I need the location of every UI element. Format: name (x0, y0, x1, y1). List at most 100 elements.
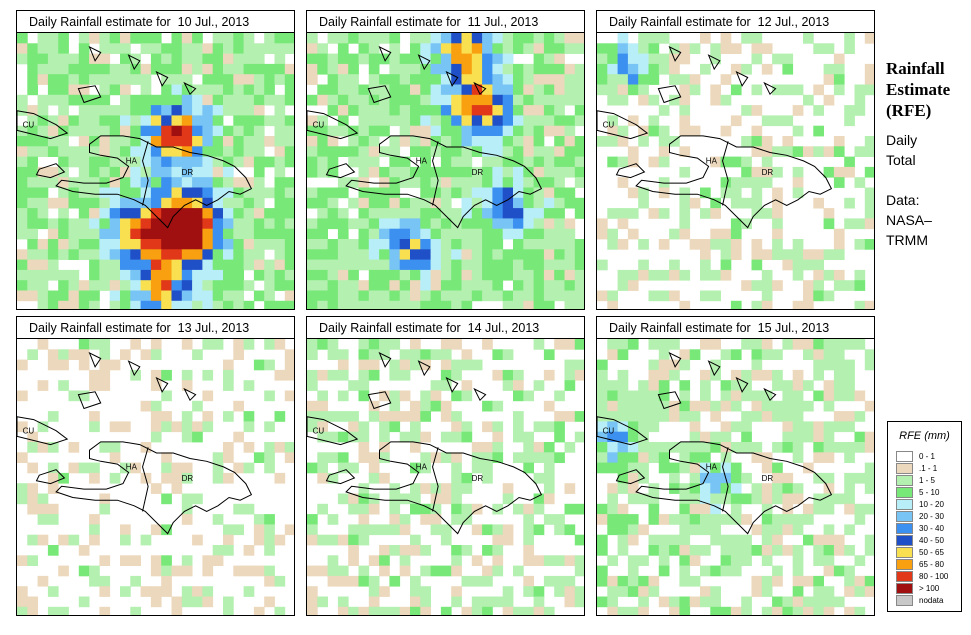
rainfall-cell (253, 228, 265, 240)
rainfall-cell (543, 146, 555, 157)
rainfall-cell (58, 187, 69, 199)
rainfall-cell (471, 136, 483, 147)
rainfall-cell (772, 493, 783, 505)
rainfall-cell (243, 74, 255, 85)
rainfall-cell (627, 63, 639, 75)
rainfall-cell (523, 177, 534, 188)
rainfall-cell (751, 33, 763, 44)
rainfall-cell (772, 197, 783, 209)
rainfall-cell (689, 514, 701, 525)
rainfall-cell (17, 187, 28, 199)
rainfall-cell (212, 63, 224, 75)
rainfall-cell (317, 187, 328, 199)
rainfall-cell (89, 300, 100, 309)
rainfall-cell (274, 74, 286, 85)
rainfall-cell (833, 359, 845, 371)
rainfall-cell (68, 74, 80, 85)
rainfall-cell (502, 177, 514, 188)
rainfall-cell (274, 339, 286, 350)
rainfall-cell (482, 197, 493, 209)
rainfall-cell (523, 94, 534, 106)
rainfall-cell (533, 421, 545, 433)
rainfall-cell (17, 390, 28, 402)
rainfall-cell (368, 300, 380, 309)
rainfall-cell (389, 136, 401, 147)
rainfall-cell (264, 280, 275, 291)
rainfall-cell (78, 43, 90, 54)
country-label-haiti: HA (126, 157, 138, 166)
rainfall-cell (813, 197, 824, 209)
rainfall-cell (140, 74, 152, 85)
rainfall-cell (451, 84, 462, 96)
rainfall-cell (471, 280, 483, 291)
rainfall-cell (410, 442, 421, 453)
rainfall-cell (844, 493, 855, 505)
rainfall-cell (78, 462, 90, 474)
rainfall-cell (274, 166, 286, 178)
rainfall-cell (150, 565, 162, 577)
rainfall-cell (543, 197, 555, 209)
source-line: TRMM (886, 232, 928, 248)
rainfall-cell (554, 125, 565, 137)
rainfall-cell (648, 452, 660, 463)
rainfall-cell (233, 300, 244, 309)
rainfall-cell (533, 555, 545, 566)
rainfall-cell (543, 483, 555, 494)
rainfall-cell (710, 431, 721, 443)
rainfall-cell (307, 369, 318, 381)
rainfall-cell (564, 269, 576, 281)
rainfall-cell (233, 125, 244, 137)
rainfall-cell (192, 493, 203, 505)
rainfall-cell (192, 586, 203, 597)
rainfall-cell (844, 606, 855, 615)
rainfall-cell (348, 259, 359, 271)
rainfall-cell (854, 94, 866, 106)
rainfall-cell (243, 565, 255, 577)
rainfall-cell (140, 63, 152, 75)
rainfall-cell (379, 228, 390, 240)
rainfall-cell (223, 218, 234, 230)
rainfall-cell (730, 606, 742, 615)
rainfall-cell (410, 400, 421, 412)
rainfall-cell (720, 431, 732, 443)
rainfall-cell (440, 115, 452, 127)
rainfall-cell (823, 452, 835, 463)
rainfall-cell (720, 514, 732, 525)
rainfall-cell (710, 514, 721, 525)
panel-title: Daily Rainfall estimate for 12 Jul., 201… (596, 10, 875, 33)
rainfall-cell (564, 146, 576, 157)
rainfall-cell (58, 280, 69, 291)
rainfall-cell (658, 177, 670, 188)
rainfall-cell (803, 290, 814, 302)
rainfall-cell (181, 218, 193, 230)
rainfall-cell (679, 84, 691, 96)
rainfall-cell (284, 63, 294, 75)
rainfall-cell (161, 555, 172, 566)
rainfall-cell (202, 290, 214, 302)
rainfall-cell (543, 53, 555, 65)
rainfall-cell (368, 452, 380, 463)
rainfall-cell (543, 421, 555, 433)
rainfall-cell (502, 197, 514, 209)
rainfall-cell (99, 146, 111, 157)
rainfall-cell (689, 483, 701, 494)
rainfall-cell (782, 115, 794, 127)
rainfall-cell (617, 74, 629, 85)
rainfall-cell (833, 269, 845, 281)
rainfall-cell (792, 421, 804, 433)
rainfall-cell (399, 290, 411, 302)
rainfall-cell (307, 249, 318, 260)
rainfall-cell (751, 280, 763, 291)
rainfall-cell (720, 493, 732, 505)
rainfall-cell (358, 136, 370, 147)
rainfall-cell (192, 431, 203, 443)
rainfall-cell (389, 249, 401, 260)
rainfall-cell (543, 369, 555, 381)
rainfall-cell (523, 290, 534, 302)
rainfall-cell (78, 218, 90, 230)
rainfall-cell (17, 452, 28, 463)
rainfall-cell (607, 596, 618, 608)
rainfall-cell (27, 218, 38, 230)
rainfall-cell (274, 208, 286, 219)
rainfall-cell (192, 197, 203, 209)
